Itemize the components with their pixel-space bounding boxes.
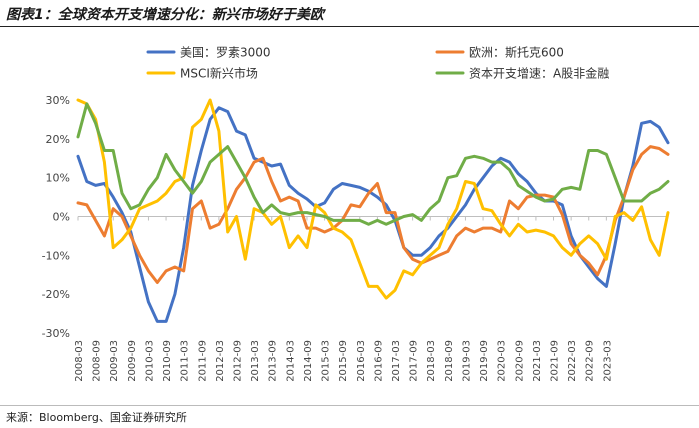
series-line-2: [76, 145, 670, 284]
x-tick-label: 2011-09: [197, 340, 208, 382]
x-tick-label: 2014-03: [285, 340, 296, 382]
x-tick-label: 2009-03: [109, 340, 120, 382]
legend-label: 资本开支增速：A股非金融: [469, 66, 609, 81]
x-tick-label: 2013-09: [268, 340, 279, 382]
x-tick-label: 2022-03: [567, 340, 578, 382]
legend-label: MSCI新兴市场: [180, 66, 258, 81]
y-tick-label: 20%: [46, 133, 70, 146]
x-tick-label: 2012-03: [215, 340, 226, 382]
x-tick-label: 2018-09: [444, 340, 455, 382]
y-tick-label: -20%: [42, 288, 70, 301]
y-tick-label: 10%: [46, 172, 70, 185]
x-axis: 2008-03 2008-09 2009-03 2009-09 2010-03 2010-…: [74, 216, 668, 382]
x-tick-label: 2018-03: [426, 340, 437, 382]
legend-label: 欧洲：斯托克600: [469, 46, 564, 60]
x-tick-label: 2019-03: [461, 340, 472, 382]
x-tick-label: 2022-09: [585, 340, 596, 382]
chart-title: 图表1：全球资本开支增速分化：新兴市场好于美欧: [6, 7, 324, 23]
x-tick-label: 2013-03: [250, 340, 261, 382]
x-tick-label: 2015-03: [321, 340, 332, 382]
y-tick-label: 30%: [46, 94, 70, 107]
x-tick-label: 2019-09: [479, 340, 490, 382]
x-tick-label: 2017-09: [409, 340, 420, 382]
y-tick-label: -10%: [42, 249, 70, 262]
x-tick-label: 2010-09: [162, 340, 173, 382]
x-tick-label: 2014-09: [303, 340, 314, 382]
legend-label: 美国：罗素3000: [180, 46, 271, 60]
y-tick-label: 0%: [53, 211, 70, 224]
x-tick-label: 2021-03: [532, 340, 543, 382]
x-tick-label: 2010-03: [144, 340, 155, 382]
x-tick-label: 2020-09: [514, 340, 525, 382]
x-tick-label: 2020-03: [497, 340, 508, 382]
x-tick-label: 2023-03: [602, 340, 613, 382]
x-tick-label: 2009-09: [127, 340, 138, 382]
x-tick-label: 2015-09: [338, 340, 349, 382]
x-tick-label: 2017-03: [391, 340, 402, 382]
x-tick-label: 2021-09: [550, 340, 561, 382]
source-divider: [0, 405, 699, 406]
legend: 美国：罗素3000 欧洲：斯托克600 MSCI新兴市场 资本开支增速：A股非金融: [146, 46, 609, 81]
line-chart: 美国：罗素3000 欧洲：斯托克600 MSCI新兴市场 资本开支增速：A股非金融 -…: [42, 46, 670, 382]
x-tick-label: 2016-03: [356, 340, 367, 382]
x-tick-label: 2008-09: [92, 340, 103, 382]
x-tick-label: 2016-09: [373, 340, 384, 382]
x-tick-label: 2012-09: [233, 340, 244, 382]
series-lines: [76, 98, 670, 323]
x-tick-label: 2011-03: [180, 340, 191, 382]
title-divider: [0, 26, 699, 27]
series-line-1: [76, 106, 670, 323]
y-tick-label: -30%: [42, 327, 70, 340]
y-axis: -30% -20% -10% 0% 10% 20% 30%: [42, 94, 70, 340]
series-line-4: [76, 102, 670, 226]
source-note: 来源：Bloomberg、国金证券研究所: [6, 411, 187, 424]
series-line-3: [76, 98, 670, 300]
x-tick-label: 2008-03: [74, 340, 85, 382]
